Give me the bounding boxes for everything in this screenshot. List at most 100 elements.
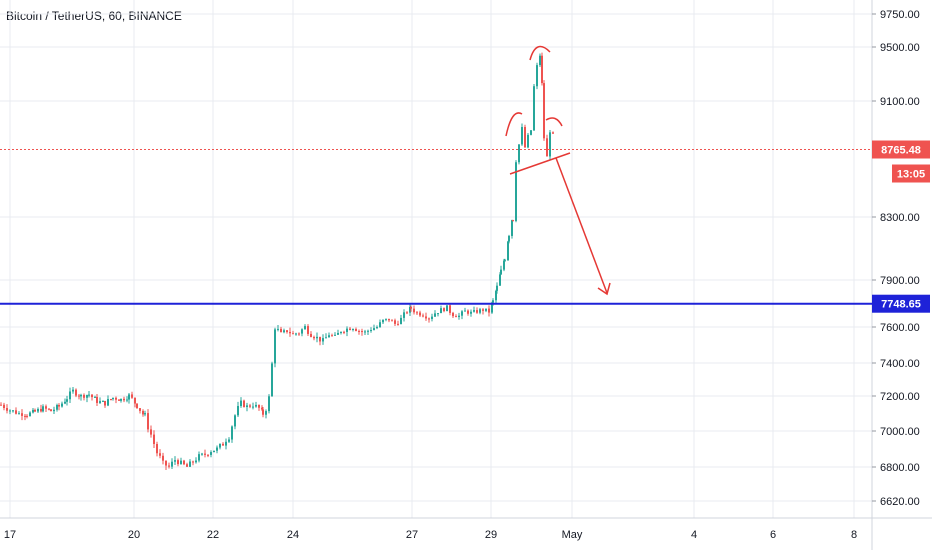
candle-body (394, 320, 396, 324)
candle-body (258, 404, 260, 408)
candles (0, 52, 554, 471)
candle-body (340, 331, 342, 333)
candle-body (416, 312, 418, 314)
candle-body (225, 441, 227, 446)
candle-body (512, 220, 514, 222)
candle-body (261, 407, 263, 410)
candle-body (26, 415, 28, 417)
candle-body (136, 403, 138, 409)
candle-body (91, 394, 93, 398)
candle-body (546, 138, 548, 157)
candle-body (437, 313, 439, 315)
candle-body (123, 398, 125, 401)
candle-body (3, 404, 5, 409)
candle-body (156, 444, 158, 454)
candle-body (198, 454, 200, 461)
candle-body (376, 327, 378, 329)
candle-body (165, 460, 167, 466)
candle-body (80, 394, 82, 397)
neckline (509, 152, 571, 175)
candle-body (18, 413, 20, 415)
candle-body (183, 460, 185, 465)
candle-body (147, 413, 149, 430)
candle-body (479, 309, 481, 313)
candle-body (86, 395, 88, 398)
countdown-tag (892, 164, 930, 183)
candle-body (289, 332, 291, 334)
time-tick-label: 4 (691, 529, 697, 541)
candle-body (162, 455, 164, 461)
candle-body (104, 400, 106, 406)
time-tick-label: 17 (4, 529, 16, 541)
candle-body (524, 126, 526, 148)
candle-body (78, 395, 80, 397)
candle-body (286, 330, 288, 333)
price-tags: 8765.48 7748.65 13:05 (872, 140, 930, 313)
candle-body (34, 409, 36, 412)
price-tick-label: 6620.00 (880, 496, 920, 508)
head-arc (529, 45, 551, 61)
candle-body (295, 333, 297, 335)
candle-body (240, 400, 242, 407)
candle-body (42, 406, 44, 412)
candle-body (325, 337, 327, 339)
price-tag-label: 7748.65 (881, 299, 921, 311)
candle-body (316, 336, 318, 339)
candle-body (277, 328, 279, 330)
price-tick-label: 9750.00 (880, 9, 920, 21)
candle-body (461, 311, 463, 316)
candle-body (355, 328, 357, 331)
candle-body (467, 310, 469, 314)
price-tag-label: 8765.48 (881, 145, 921, 157)
candle-body (343, 331, 345, 333)
candle-body (458, 315, 460, 318)
candle-body (274, 329, 276, 364)
candle-body (488, 308, 490, 313)
candle-body (455, 316, 457, 318)
candle-body (83, 394, 85, 398)
candle-body (237, 406, 239, 416)
candle-body (6, 408, 8, 411)
candle-body (243, 400, 245, 407)
horizontal-levels (0, 149, 872, 305)
price-tick-label: 7400.00 (880, 358, 920, 370)
candle-body (207, 454, 209, 456)
candle-body (452, 312, 454, 317)
candle-body (370, 330, 372, 332)
candle-body (268, 396, 270, 412)
arrow-head-icon (597, 282, 611, 296)
candle-body (367, 330, 369, 332)
candle-body (511, 220, 513, 236)
candle-body (234, 415, 236, 427)
price-tick-label: 7900.00 (880, 275, 920, 287)
candle-body (265, 411, 267, 415)
candle-body (530, 130, 532, 135)
candle-body (440, 308, 442, 314)
candle-body (379, 322, 381, 328)
candle-body (58, 405, 60, 407)
candle-body (180, 460, 182, 465)
candle-body (503, 260, 505, 270)
candle-body (413, 308, 415, 313)
candle-body (491, 302, 493, 313)
candle-body (94, 396, 96, 398)
candle-body (192, 461, 194, 463)
candle-body (495, 290, 497, 301)
candle-body (21, 413, 23, 416)
candle-body (536, 65, 538, 87)
price-tick-label: 8300.00 (880, 212, 920, 224)
candle-body (24, 415, 26, 417)
candle-body (541, 55, 543, 84)
candle-body (134, 397, 136, 404)
candle-body (364, 331, 366, 333)
candle-body (96, 396, 98, 403)
price-tick-label: 7000.00 (880, 426, 920, 438)
candle-body (406, 312, 408, 314)
candle-body (228, 439, 230, 442)
candle-body (249, 405, 251, 407)
candle-body (144, 413, 146, 415)
candle-body (159, 453, 161, 456)
candle-body (337, 332, 339, 335)
